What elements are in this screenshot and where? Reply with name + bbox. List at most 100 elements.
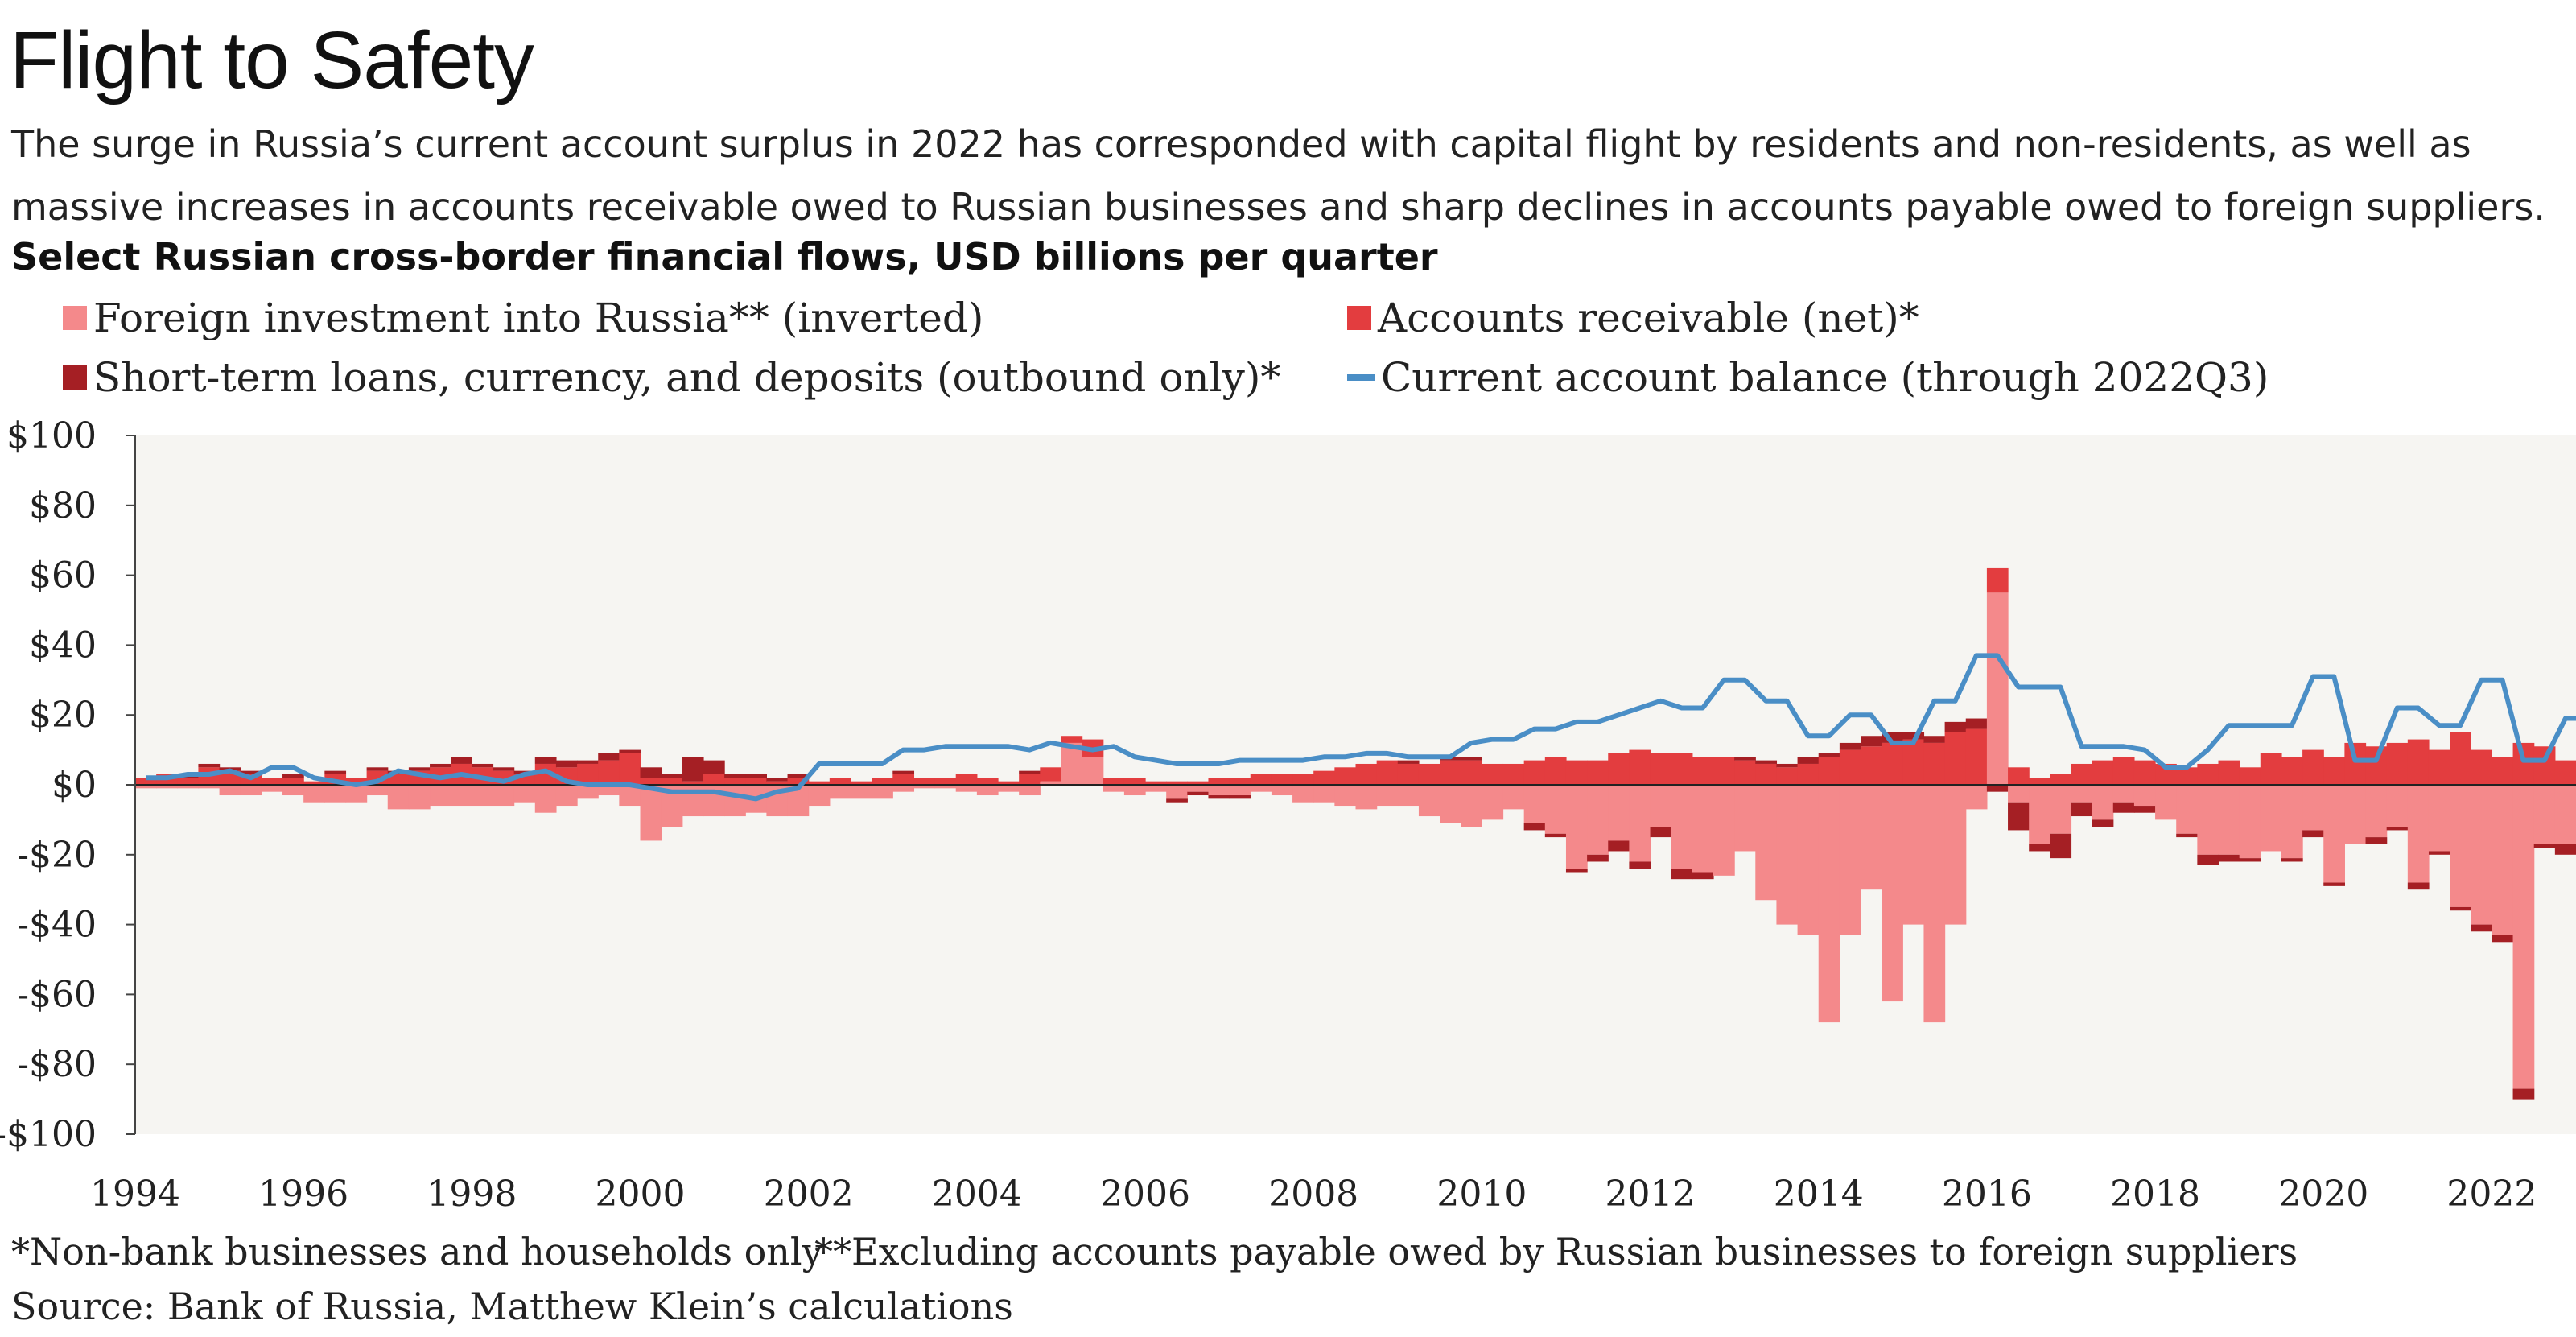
bar-s2-86: [1944, 721, 1967, 732]
bar-s2-31: [787, 774, 810, 778]
bar-s0-47: [1123, 785, 1146, 796]
footnote-2: **Excluding accounts payable owed by Rus…: [814, 1230, 2298, 1273]
bar-s0-17: [493, 785, 515, 807]
bar-s0-52: [1229, 785, 1251, 796]
bar-s2-69: [1587, 854, 1609, 862]
bar-s2-76: [1734, 757, 1756, 761]
legend-label-current: Current account balance (through 2022Q3): [1381, 354, 2269, 401]
bar-s1-87: [1965, 728, 1988, 785]
bar-s2-13: [408, 767, 431, 771]
bar-s0-60: [1397, 785, 1420, 807]
bar-s1-66: [1523, 760, 1546, 785]
bar-s2-72: [1650, 827, 1672, 838]
bar-s1-103: [2302, 749, 2324, 785]
bar-s1-95: [2133, 760, 2156, 785]
bar-s2-80: [1818, 753, 1840, 757]
bar-s0-48: [1145, 785, 1167, 792]
bar-s2-81: [1839, 742, 1861, 750]
bar-s1-92: [2071, 763, 2093, 785]
bar-s1-29: [745, 778, 767, 785]
bar-s2-98: [2197, 854, 2219, 865]
bar-s0-99: [2218, 785, 2240, 855]
bar-s0-112: [2492, 785, 2514, 935]
bar-s1-41: [998, 781, 1020, 785]
bar-s1-104: [2323, 757, 2345, 785]
legend-item-receivable: Accounts receivable (net)*: [1347, 295, 1919, 341]
bar-s1-81: [1839, 749, 1861, 785]
bar-s0-70: [1608, 785, 1630, 841]
bar-s1-6: [261, 778, 283, 785]
bar-s1-35: [872, 778, 893, 785]
bar-s0-15: [451, 785, 472, 807]
bar-s2-79: [1797, 757, 1820, 764]
bar-s1-77: [1755, 763, 1778, 785]
bar-s1-63: [1461, 760, 1482, 785]
bar-s0-1: [156, 785, 178, 789]
source-note: Source: Bank of Russia, Matthew Klein’s …: [11, 1285, 1013, 1328]
bar-s0-32: [808, 785, 831, 807]
bar-s1-97: [2176, 767, 2198, 785]
bar-s0-89: [2008, 785, 2030, 803]
legend-label-loans: Short-term loans, currency, and deposits…: [93, 354, 1281, 401]
bar-s2-25: [661, 774, 683, 778]
bar-s1-34: [850, 781, 872, 785]
bar-s0-2: [177, 785, 200, 789]
bar-s2-87: [1965, 718, 1988, 729]
bar-s0-63: [1461, 785, 1482, 827]
legend-item-fdi: Foreign investment into Russia** (invert…: [63, 295, 983, 341]
bar-s1-75: [1713, 757, 1735, 785]
bar-s0-72: [1650, 785, 1672, 827]
bar-s0-42: [1019, 785, 1041, 796]
bar-s2-84: [1902, 732, 1925, 740]
bar-s1-25: [661, 778, 683, 785]
bar-s1-115: [2554, 760, 2576, 785]
bar-s1-79: [1797, 763, 1820, 785]
bar-s2-15: [451, 757, 472, 764]
bar-s1-105: [2344, 742, 2367, 785]
bar-s2-99: [2218, 854, 2240, 862]
y-tick-label: $60: [29, 555, 97, 596]
bar-s1-106: [2365, 746, 2388, 785]
bar-s2-11: [366, 767, 389, 771]
bar-s2-36: [892, 770, 915, 774]
legend-item-current: Current account balance (through 2022Q3): [1347, 354, 2269, 401]
bar-s2-97: [2176, 833, 2198, 838]
bar-s2-52: [1229, 795, 1251, 799]
bar-s1-110: [2450, 732, 2471, 785]
bar-s0-78: [1776, 785, 1799, 925]
chart-subtitle: The surge in Russia’s current account su…: [11, 122, 2545, 229]
bar-s1-89: [2008, 767, 2030, 785]
bar-s1-42: [1019, 774, 1041, 785]
x-tick-label: 1996: [258, 1174, 348, 1215]
bar-s2-102: [2281, 858, 2303, 862]
y-tick-label: -$20: [17, 835, 97, 876]
bar-s2-115: [2554, 844, 2576, 855]
bar-s2-23: [619, 749, 641, 753]
bar-s0-12: [387, 785, 410, 810]
bar-s0-54: [1271, 785, 1293, 796]
bar-s2-5: [240, 770, 262, 774]
bar-s0-81: [1839, 785, 1861, 935]
bar-s1-23: [619, 753, 641, 785]
bar-s0-103: [2302, 785, 2324, 831]
y-tick-label: -$60: [17, 974, 97, 1015]
bar-s0-96: [2155, 785, 2177, 820]
bar-s0-0: [135, 785, 157, 789]
x-tick-label: 1998: [427, 1174, 517, 1215]
bar-s0-58: [1355, 785, 1378, 810]
bar-s1-64: [1482, 763, 1504, 785]
bar-s1-31: [787, 778, 810, 785]
bar-s1-2: [177, 778, 200, 785]
bar-s1-0: [135, 778, 157, 785]
bar-s1-56: [1313, 770, 1335, 785]
bar-s2-21: [577, 760, 599, 764]
bar-s1-67: [1544, 757, 1567, 785]
y-tick-label: $0: [52, 765, 97, 806]
bar-s2-50: [1187, 791, 1210, 796]
bar-s0-110: [2450, 785, 2471, 907]
bar-s0-76: [1734, 785, 1756, 852]
x-tick-label: 2016: [1942, 1174, 2032, 1215]
bar-s0-35: [872, 785, 893, 799]
bar-s2-95: [2133, 806, 2156, 813]
bar-s1-76: [1734, 760, 1756, 785]
